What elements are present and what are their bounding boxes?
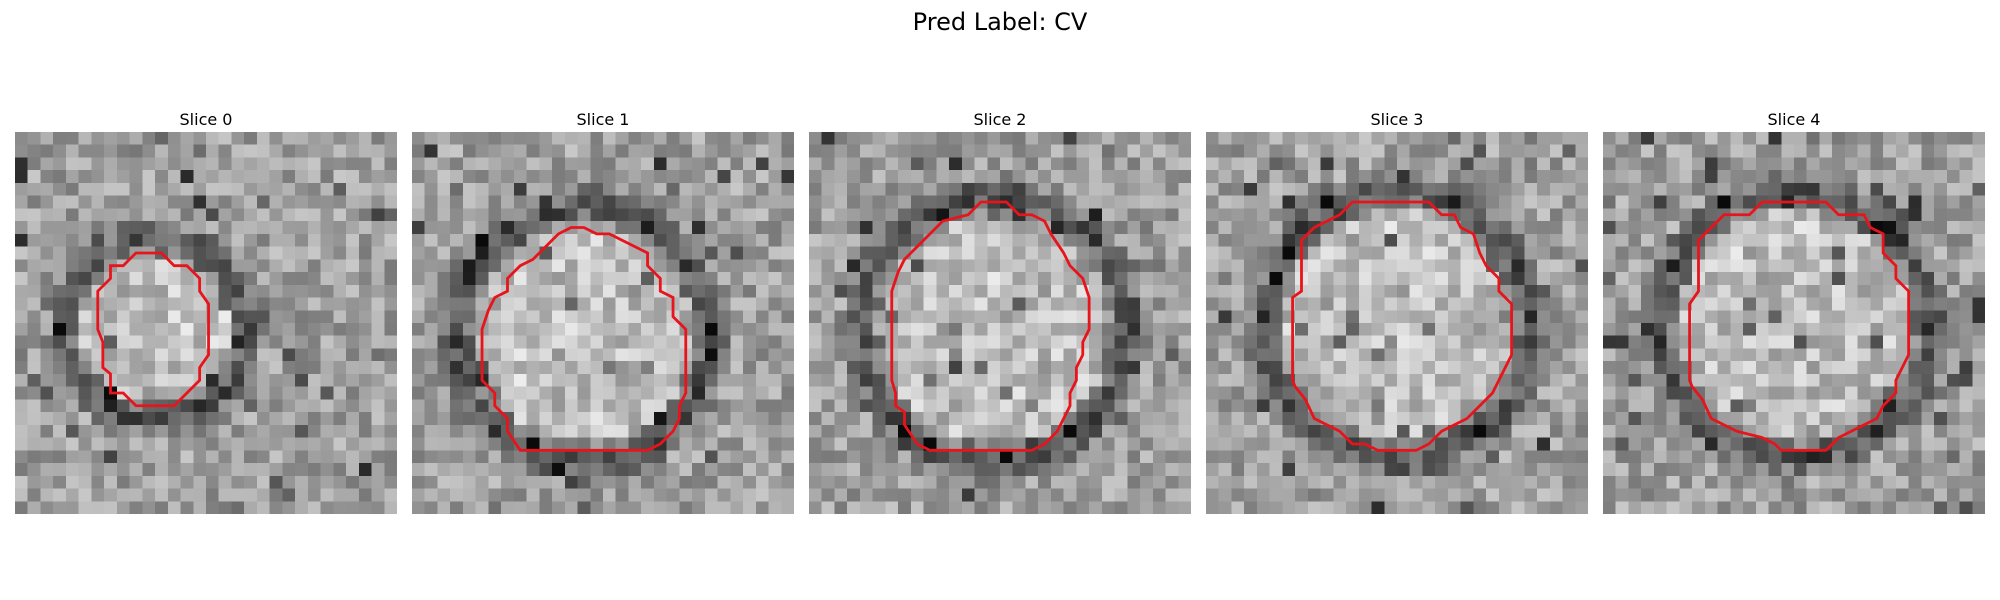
- pixel-grid: [1206, 132, 1588, 514]
- segmentation-contour: [96, 251, 210, 408]
- segmentation-contour: [1688, 200, 1911, 452]
- segmentation-contour: [890, 200, 1091, 452]
- slice-image: [15, 132, 397, 514]
- slice-image: [412, 132, 794, 514]
- slice-title: Slice 2: [973, 110, 1027, 129]
- segmentation-contour: [480, 226, 688, 452]
- slice-panel-2: Slice 2: [809, 108, 1191, 514]
- slice-title: Slice 0: [179, 110, 233, 129]
- slice-title: Slice 3: [1370, 110, 1424, 129]
- slice-panel-3: Slice 3: [1206, 108, 1588, 514]
- pixel-grid: [1603, 132, 1985, 514]
- pixel-grid: [809, 132, 1191, 514]
- slice-title: Slice 1: [576, 110, 630, 129]
- pixel-grid: [15, 132, 397, 514]
- slice-image: [809, 132, 1191, 514]
- slice-image: [1603, 132, 1985, 514]
- slice-panel-0: Slice 0: [15, 108, 397, 514]
- pixel-grid: [412, 132, 794, 514]
- segmentation-contour: [1291, 200, 1514, 452]
- slice-panel-4: Slice 4: [1603, 108, 1985, 514]
- slice-image: [1206, 132, 1588, 514]
- slice-panel-1: Slice 1: [412, 108, 794, 514]
- figure-title: Pred Label: CV: [912, 8, 1088, 36]
- slice-title: Slice 4: [1767, 110, 1821, 129]
